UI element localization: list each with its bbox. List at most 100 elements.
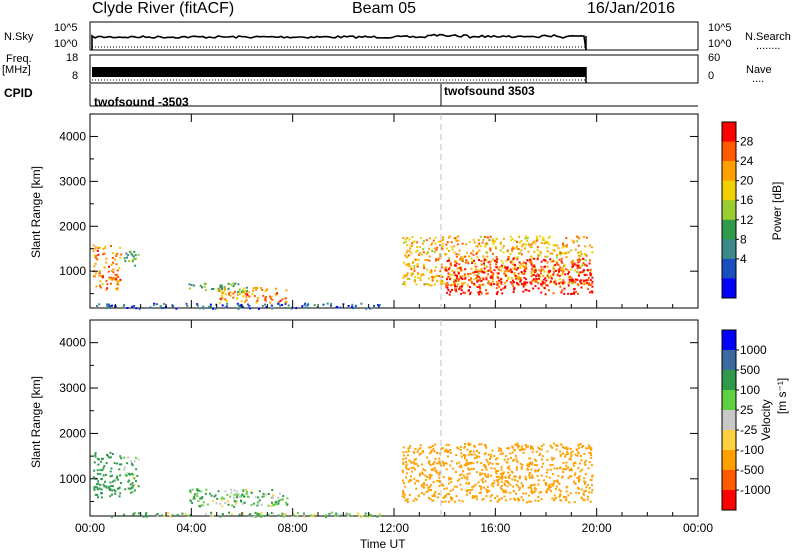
echo-cell <box>472 238 475 241</box>
echo-cell <box>204 492 207 495</box>
echo-cell <box>210 511 213 514</box>
echo-cell <box>198 505 201 507</box>
echo-cell <box>223 289 226 292</box>
echo-cell <box>296 512 299 514</box>
echo-cell <box>114 492 117 495</box>
echo-cell <box>559 253 562 256</box>
colorbar-tick-label: -25 <box>740 423 758 437</box>
echo-cell <box>116 273 119 276</box>
echo-cell <box>544 482 547 484</box>
echo-cell <box>518 276 520 279</box>
echo-cell <box>562 270 565 273</box>
echo-cell <box>489 248 492 251</box>
echo-cell <box>132 513 135 516</box>
echo-cell <box>447 284 450 287</box>
beam-title: Beam 05 <box>352 0 417 17</box>
echo-cell <box>110 263 113 266</box>
echo-cell <box>495 462 498 465</box>
echo-cell <box>209 492 212 495</box>
echo-cell <box>569 275 572 278</box>
echo-cell <box>433 461 436 463</box>
echo-cell <box>432 239 435 242</box>
echo-cell <box>567 477 570 480</box>
echo-cell <box>112 252 114 255</box>
echo-cell <box>137 458 140 461</box>
echo-cell <box>447 268 450 271</box>
echo-cell <box>534 285 537 288</box>
echo-cell <box>160 514 163 517</box>
echo-cell <box>452 467 455 470</box>
echo-cell <box>131 254 134 257</box>
echo-cell <box>426 490 429 493</box>
echo-cell <box>132 255 135 258</box>
echo-cell <box>456 277 459 280</box>
echo-cell <box>504 270 507 273</box>
echo-cell <box>265 289 268 292</box>
echo-cell <box>102 247 105 250</box>
echo-cell <box>405 240 408 243</box>
echo-cell <box>503 272 506 275</box>
echo-cell <box>438 471 441 474</box>
echo-cell <box>445 266 448 269</box>
echo-cell <box>110 244 112 247</box>
echo-cell <box>230 513 233 516</box>
echo-cell <box>458 288 461 291</box>
echo-cell <box>265 493 268 496</box>
echo-cell <box>527 242 530 245</box>
echo-cell <box>123 456 126 459</box>
echo-cell <box>267 513 270 516</box>
echo-cell <box>518 487 521 489</box>
echo-cell <box>113 258 116 261</box>
echo-cell <box>98 272 101 275</box>
echo-cell <box>588 446 591 448</box>
echo-cell <box>284 297 287 300</box>
echo-cell <box>502 245 505 248</box>
echo-cell <box>468 240 471 243</box>
echo-cell <box>436 479 439 482</box>
colorbar-bin <box>722 141 736 162</box>
echo-cell <box>480 486 483 489</box>
echo-cell <box>540 498 543 501</box>
echo-cell <box>410 274 413 277</box>
echo-cell <box>506 250 509 253</box>
echo-cell <box>367 515 370 518</box>
echo-cell <box>567 452 570 455</box>
echo-cell <box>579 462 581 465</box>
echo-cell <box>524 266 527 268</box>
echo-cell <box>562 468 565 471</box>
echo-cell <box>474 265 477 268</box>
echo-cell <box>576 278 579 281</box>
echo-cell <box>411 236 414 238</box>
echo-cell <box>492 272 495 275</box>
echo-cell <box>521 448 524 451</box>
echo-cell <box>415 487 418 490</box>
echo-cell <box>505 268 508 271</box>
echo-cell <box>558 258 561 261</box>
echo-cell <box>417 448 420 451</box>
echo-cell <box>193 284 196 287</box>
echo-cell <box>196 303 199 306</box>
echo-cell <box>552 473 554 476</box>
echo-cell <box>524 284 527 286</box>
echo-cell <box>212 499 215 502</box>
echo-cell <box>545 475 548 478</box>
echo-cell <box>568 280 571 283</box>
echo-cell <box>301 305 304 308</box>
echo-cell <box>500 480 503 483</box>
echo-cell <box>506 466 509 469</box>
echo-cell <box>96 457 99 460</box>
echo-cell <box>514 274 517 277</box>
echo-cell <box>264 296 267 298</box>
echo-cell <box>409 244 412 247</box>
echo-cell <box>439 270 442 273</box>
echo-cell <box>457 272 460 275</box>
echo-cell <box>573 240 576 243</box>
echo-cell <box>478 491 481 494</box>
echo-cell <box>470 252 473 255</box>
echo-cell <box>413 461 415 464</box>
echo-cell <box>536 470 539 473</box>
echo-cell <box>131 486 134 489</box>
echo-cell <box>358 514 361 517</box>
echo-cell <box>519 280 522 283</box>
echo-cell <box>540 268 543 271</box>
